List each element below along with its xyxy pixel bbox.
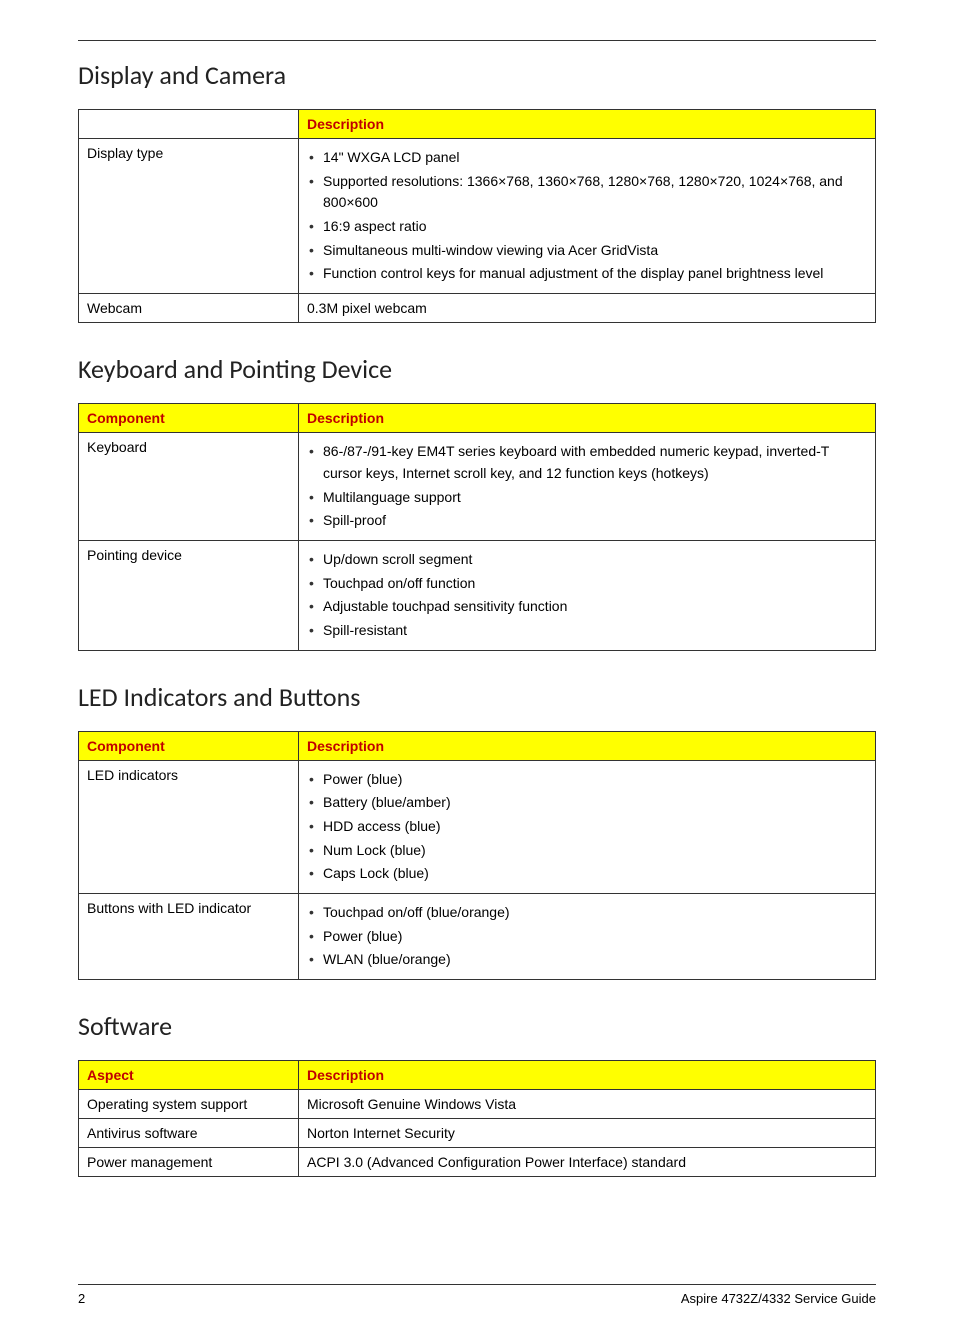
- list-item: Num Lock (blue): [307, 840, 867, 862]
- row-label: Power management: [79, 1148, 299, 1177]
- list-item: Power (blue): [307, 926, 867, 948]
- row-description: 86-/87-/91-key EM4T series keyboard with…: [299, 433, 876, 541]
- description-list: Up/down scroll segmentTouchpad on/off fu…: [307, 549, 867, 642]
- row-description: 14" WXGA LCD panelSupported resolutions:…: [299, 139, 876, 294]
- list-item: Power (blue): [307, 769, 867, 791]
- table-column-header: [79, 110, 299, 139]
- row-description: Touchpad on/off (blue/orange)Power (blue…: [299, 894, 876, 980]
- table-column-header: Description: [299, 110, 876, 139]
- list-item: Battery (blue/amber): [307, 792, 867, 814]
- list-item: Adjustable touchpad sensitivity function: [307, 596, 867, 618]
- row-description: 0.3M pixel webcam: [299, 294, 876, 323]
- page-footer: 2 Aspire 4732Z/4332 Service Guide: [78, 1284, 876, 1306]
- description-list: 86-/87-/91-key EM4T series keyboard with…: [307, 441, 867, 532]
- row-label: LED indicators: [79, 760, 299, 893]
- list-item: Simultaneous multi-window viewing via Ac…: [307, 240, 867, 262]
- row-label: Display type: [79, 139, 299, 294]
- list-item: Function control keys for manual adjustm…: [307, 263, 867, 285]
- row-description: Power (blue)Battery (blue/amber)HDD acce…: [299, 760, 876, 893]
- list-item: 16:9 aspect ratio: [307, 216, 867, 238]
- footer-rule: [78, 1284, 876, 1285]
- description-list: Power (blue)Battery (blue/amber)HDD acce…: [307, 769, 867, 885]
- table-row: Buttons with LED indicatorTouchpad on/of…: [79, 894, 876, 980]
- spec-table: ComponentDescriptionKeyboard86-/87-/91-k…: [78, 403, 876, 651]
- table-column-header: Description: [299, 1061, 876, 1090]
- table-column-header: Component: [79, 404, 299, 433]
- page-content: Display and CameraDescriptionDisplay typ…: [78, 59, 876, 1177]
- row-description: Up/down scroll segmentTouchpad on/off fu…: [299, 540, 876, 650]
- table-row: Display type14" WXGA LCD panelSupported …: [79, 139, 876, 294]
- list-item: Spill-proof: [307, 510, 867, 532]
- list-item: 86-/87-/91-key EM4T series keyboard with…: [307, 441, 867, 484]
- row-label: Webcam: [79, 294, 299, 323]
- table-row: Webcam0.3M pixel webcam: [79, 294, 876, 323]
- page-number: 2: [78, 1291, 85, 1306]
- row-label: Keyboard: [79, 433, 299, 541]
- table-column-header: Description: [299, 731, 876, 760]
- list-item: Touchpad on/off function: [307, 573, 867, 595]
- table-column-header: Aspect: [79, 1061, 299, 1090]
- row-label: Antivirus software: [79, 1119, 299, 1148]
- description-list: Touchpad on/off (blue/orange)Power (blue…: [307, 902, 867, 971]
- list-item: Spill-resistant: [307, 620, 867, 642]
- spec-table: DescriptionDisplay type14" WXGA LCD pane…: [78, 109, 876, 323]
- table-row: Operating system supportMicrosoft Genuin…: [79, 1090, 876, 1119]
- row-label: Pointing device: [79, 540, 299, 650]
- description-list: 14" WXGA LCD panelSupported resolutions:…: [307, 147, 867, 285]
- list-item: Multilanguage support: [307, 487, 867, 509]
- table-row: Power managementACPI 3.0 (Advanced Confi…: [79, 1148, 876, 1177]
- spec-table: ComponentDescriptionLED indicatorsPower …: [78, 731, 876, 981]
- section-heading: Keyboard and Pointing Device: [78, 353, 876, 385]
- table-row: LED indicatorsPower (blue)Battery (blue/…: [79, 760, 876, 893]
- spec-table: AspectDescriptionOperating system suppor…: [78, 1060, 876, 1177]
- table-column-header: Description: [299, 404, 876, 433]
- table-row: Antivirus softwareNorton Internet Securi…: [79, 1119, 876, 1148]
- table-row: Keyboard86-/87-/91-key EM4T series keybo…: [79, 433, 876, 541]
- list-item: Caps Lock (blue): [307, 863, 867, 885]
- list-item: WLAN (blue/orange): [307, 949, 867, 971]
- section-heading: Display and Camera: [78, 59, 876, 91]
- section-heading: Software: [78, 1010, 876, 1042]
- row-description: ACPI 3.0 (Advanced Configuration Power I…: [299, 1148, 876, 1177]
- list-item: 14" WXGA LCD panel: [307, 147, 867, 169]
- list-item: HDD access (blue): [307, 816, 867, 838]
- section-heading: LED Indicators and Buttons: [78, 681, 876, 713]
- row-description: Microsoft Genuine Windows Vista: [299, 1090, 876, 1119]
- list-item: Up/down scroll segment: [307, 549, 867, 571]
- page-top-rule: [78, 40, 876, 41]
- row-label: Buttons with LED indicator: [79, 894, 299, 980]
- table-row: Pointing deviceUp/down scroll segmentTou…: [79, 540, 876, 650]
- footer-title: Aspire 4732Z/4332 Service Guide: [681, 1291, 876, 1306]
- list-item: Supported resolutions: 1366×768, 1360×76…: [307, 171, 867, 214]
- row-label: Operating system support: [79, 1090, 299, 1119]
- row-description: Norton Internet Security: [299, 1119, 876, 1148]
- table-column-header: Component: [79, 731, 299, 760]
- list-item: Touchpad on/off (blue/orange): [307, 902, 867, 924]
